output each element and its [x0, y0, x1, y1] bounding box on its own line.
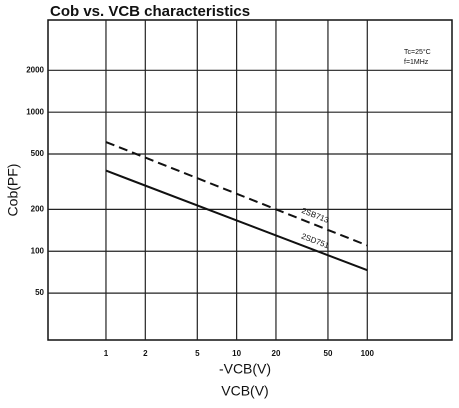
y-tick-label: 1000 [26, 107, 44, 116]
y-tick-label: 500 [31, 149, 45, 158]
y-axis-label: Cob(PF) [5, 164, 21, 217]
x-axis-label-secondary: VCB(V) [221, 383, 268, 399]
x-tick-label: 20 [272, 349, 281, 358]
series-label: 2SD751 [300, 232, 331, 251]
y-tick-label: 100 [31, 246, 45, 255]
line [105, 169, 368, 272]
annotation: Tc=25°C [404, 48, 431, 56]
y-tick-label: 200 [31, 204, 45, 213]
x-tick-label: 50 [324, 349, 333, 358]
x-tick-label: 1 [104, 349, 109, 358]
y-tick-label: 2000 [26, 65, 44, 74]
x-tick-label: 5 [195, 349, 200, 358]
chart-title: Cob vs. VCB characteristics [50, 3, 250, 20]
annotation: f=1MHz [404, 59, 429, 66]
x-tick-label: 10 [232, 349, 241, 358]
plot-frame [47, 19, 453, 341]
x-axis-label: -VCB(V) [219, 361, 271, 377]
x-tick-label: 2 [143, 349, 148, 358]
x-tick-label: 100 [361, 349, 375, 358]
y-tick-label: 50 [35, 288, 44, 297]
line [105, 141, 368, 247]
